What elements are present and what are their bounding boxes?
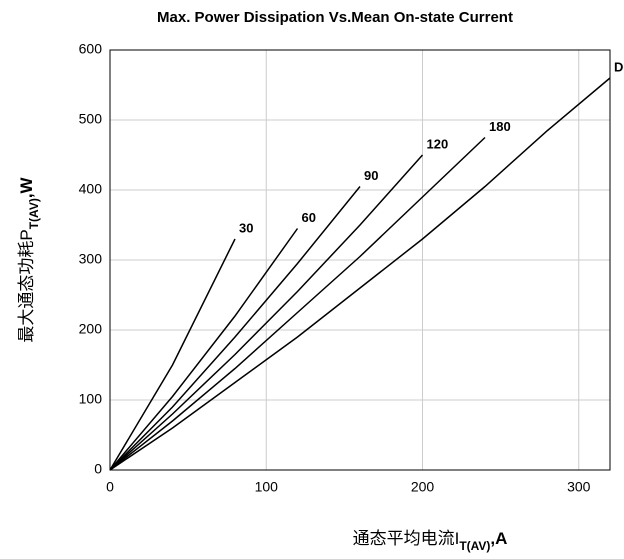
- x-axis-label: 通态平均电流IT(AV),A: [353, 529, 508, 553]
- x-label-main: 通态平均电流I: [353, 529, 460, 548]
- series-line: [109, 228, 299, 471]
- series-line: [109, 186, 361, 471]
- y-axis-label: 最大通态功耗PT(AV),W: [17, 176, 41, 342]
- x-tick-label: 100: [255, 479, 279, 495]
- y-label-sub: T(AV): [27, 198, 41, 229]
- x-label-sub: T(AV): [459, 539, 490, 553]
- x-label-unit: ,A: [490, 529, 507, 548]
- series-line: [109, 77, 611, 471]
- series-line: [109, 136, 486, 471]
- y-tick-label: 0: [94, 461, 102, 477]
- y-tick-label: 400: [79, 181, 103, 197]
- x-tick-label: 300: [567, 479, 591, 495]
- y-tick-label: 300: [79, 251, 103, 267]
- y-tick-label: 100: [79, 391, 103, 407]
- chart-title: Max. Power Dissipation Vs.Mean On-state …: [157, 9, 513, 26]
- series-label: DC: [614, 59, 624, 74]
- x-tick-label: 200: [411, 479, 435, 495]
- series-label: 180: [489, 119, 511, 134]
- x-tick-label: 0: [106, 479, 114, 495]
- y-tick-label: 600: [79, 41, 103, 57]
- series-label: 120: [427, 136, 449, 151]
- y-tick-label: 200: [79, 321, 103, 337]
- series-label: 90: [364, 168, 378, 183]
- y-label-unit: ,W: [17, 176, 36, 198]
- series-label: 30: [239, 220, 253, 235]
- series-label: 60: [302, 210, 316, 225]
- plot-frame: [109, 49, 611, 471]
- y-tick-label: 500: [79, 111, 103, 127]
- y-label-main: 最大通态功耗P: [17, 229, 36, 342]
- series-line: [109, 154, 424, 471]
- series-line: [109, 238, 236, 471]
